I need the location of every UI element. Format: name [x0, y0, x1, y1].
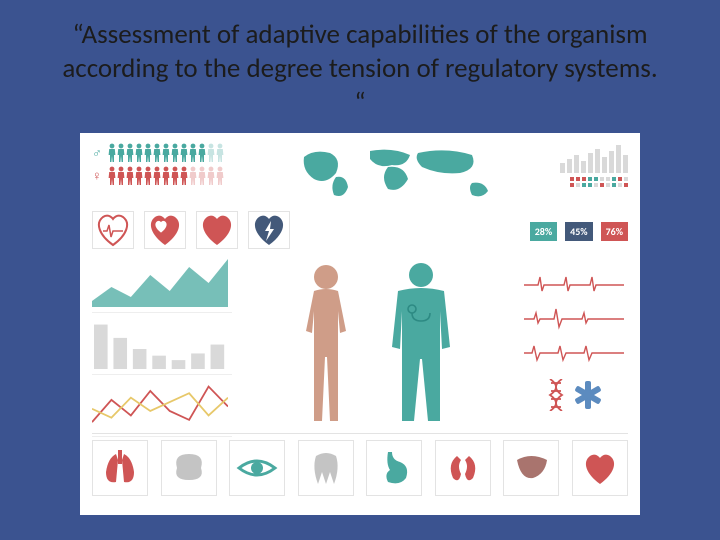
female-row: ♀: [92, 166, 252, 186]
pct-2: 76%: [601, 222, 628, 241]
vitals-column: [520, 257, 628, 427]
ecg-2: [520, 307, 628, 331]
area-chart: [92, 257, 232, 313]
row-main: [92, 257, 628, 427]
row-organs: [92, 433, 628, 501]
male-row: ♂: [92, 143, 252, 163]
charts-column: [92, 257, 232, 427]
organ-liver: [503, 440, 559, 496]
dna-icon: [546, 379, 566, 411]
male-icons: [108, 143, 224, 163]
pct-0: 28%: [530, 222, 557, 241]
heart-1: [144, 211, 186, 249]
mini-barchart: [550, 143, 628, 205]
ecg-1: [520, 273, 628, 297]
heart-2: [196, 211, 238, 249]
heart-3: [248, 211, 290, 249]
pct-badges: 28% 45% 76%: [530, 211, 628, 251]
row-hearts-pct: 28% 45% 76%: [92, 211, 628, 251]
female-symbol: ♀: [92, 168, 104, 184]
ecg-3: [520, 341, 628, 365]
female-icons: [108, 166, 224, 186]
infographic-panel: ♂ ♀: [80, 133, 640, 515]
pct-1: 45%: [565, 222, 592, 241]
organ-stomach: [366, 440, 422, 496]
organ-heart: [572, 440, 628, 496]
people-block: ♂ ♀: [92, 143, 252, 205]
patient-figure: [284, 261, 368, 427]
human-figures: [240, 257, 512, 427]
vitals-icons: [520, 375, 628, 411]
organ-brain: [161, 440, 217, 496]
organ-lungs: [92, 440, 148, 496]
world-map: [260, 143, 542, 205]
organ-eye: [229, 440, 285, 496]
organ-grid: [92, 440, 628, 501]
organ-tooth: [298, 440, 354, 496]
row-demographics: ♂ ♀: [92, 143, 628, 205]
line-chart: [92, 381, 232, 437]
doctor-figure: [374, 259, 468, 427]
organ-kidneys: [435, 440, 491, 496]
star-of-life-icon: [574, 379, 602, 411]
male-symbol: ♂: [92, 145, 104, 161]
heart-0: [92, 211, 134, 249]
bar-chart: [92, 319, 232, 375]
hearts-group: [92, 211, 290, 251]
page-title: “Assessment of adaptive capabilities of …: [0, 0, 720, 133]
